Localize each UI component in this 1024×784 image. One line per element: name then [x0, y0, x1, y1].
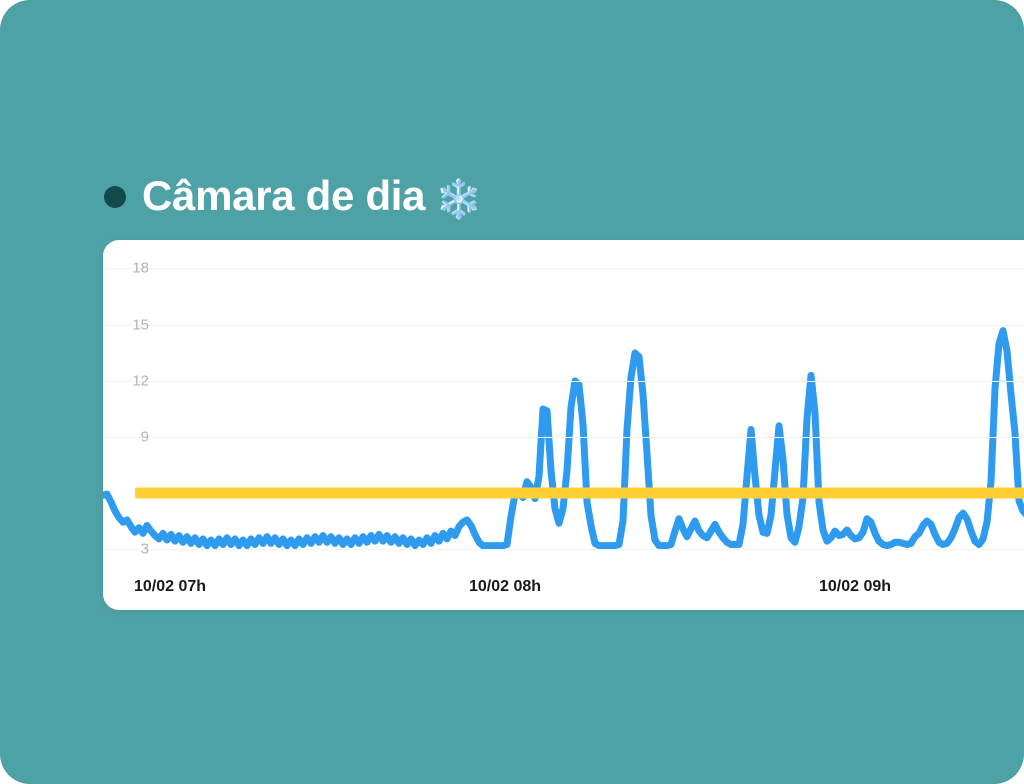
status-dot-icon [104, 186, 126, 208]
temperature-line-series [103, 327, 1024, 550]
x-axis-tick-label: 10/02 09h [818, 578, 892, 595]
y-axis-tick-label: 15 [132, 316, 149, 334]
gridline [103, 325, 1024, 326]
y-axis-tick-label: 3 [140, 540, 149, 558]
y-axis-tick-label: 9 [140, 428, 149, 446]
gridline [103, 437, 1024, 438]
x-axis-tick-label: 10/02 07h [133, 578, 207, 595]
page-title-text: Câmara de dia [142, 172, 426, 219]
threshold-line [135, 487, 1024, 499]
y-axis-tick-label: 12 [132, 372, 149, 390]
series-line [103, 327, 1024, 550]
gridline [103, 268, 1024, 269]
page-title: Câmara de dia ❄️ [142, 172, 483, 221]
x-axis-tick-label: 10/02 08h [468, 578, 542, 595]
chart-header: Câmara de dia ❄️ [104, 166, 483, 228]
gridline [103, 381, 1024, 382]
snowflake-icon: ❄️ [435, 179, 483, 221]
gridline [103, 549, 1024, 550]
y-axis-tick-label: 18 [132, 259, 149, 277]
